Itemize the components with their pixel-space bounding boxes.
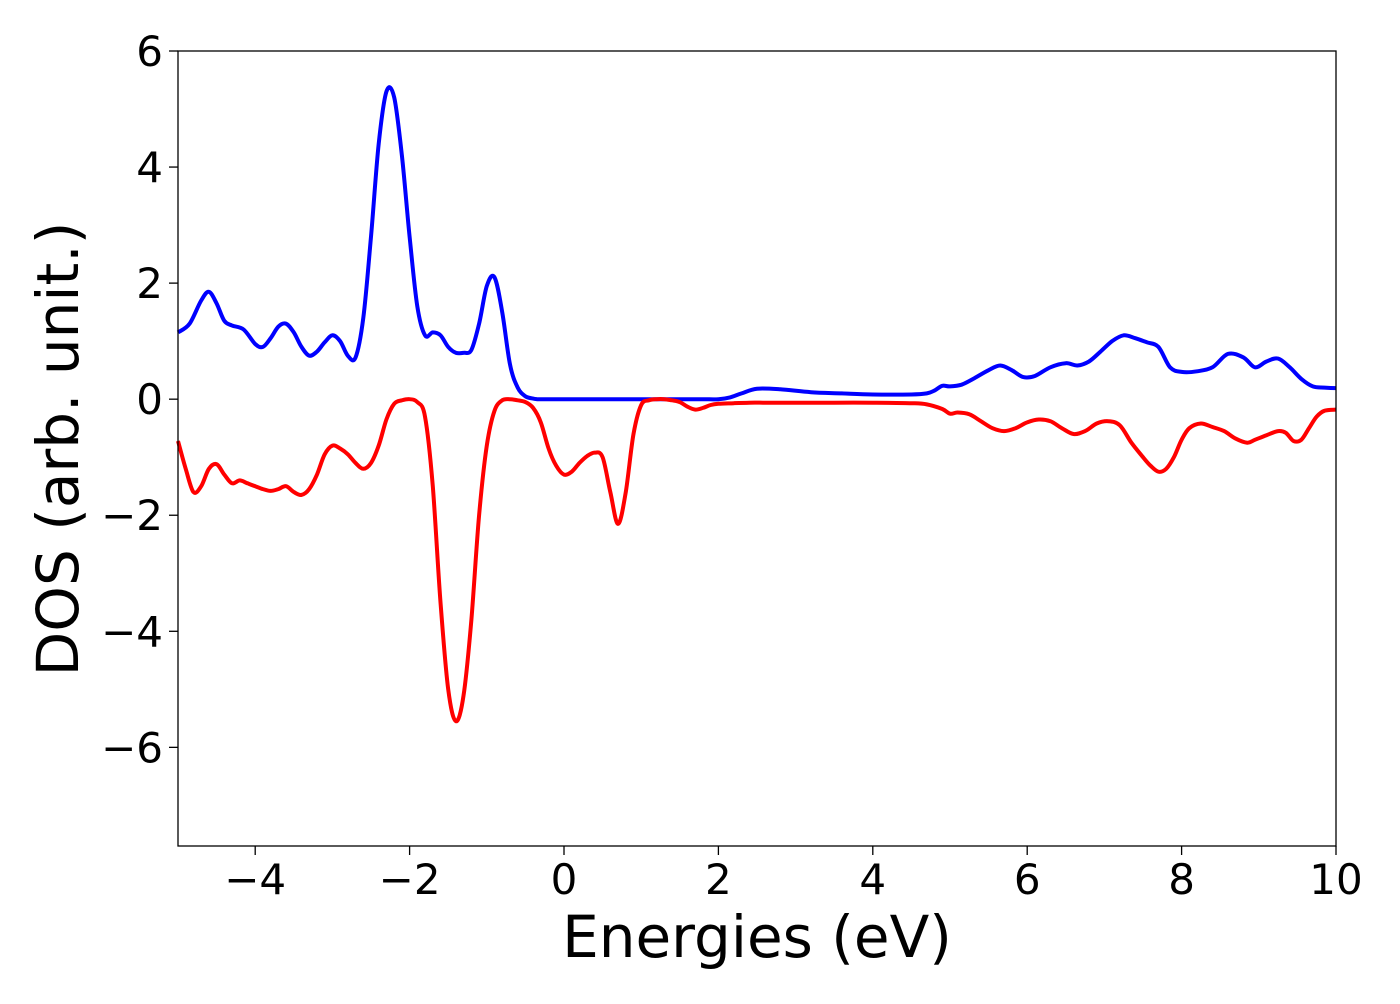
y-tick-label: 2 bbox=[136, 259, 163, 308]
y-axis: 6 4 2 0 −2 −4 −6 bbox=[101, 27, 178, 772]
series-line-2 bbox=[176, 397, 1337, 724]
y-tick-label: −4 bbox=[101, 607, 163, 656]
y-tick-label: −6 bbox=[101, 723, 163, 772]
x-tick-label: 8 bbox=[1168, 855, 1195, 904]
x-tick-label: 2 bbox=[705, 855, 732, 904]
series-line-1 bbox=[176, 85, 1337, 402]
plot-frame bbox=[177, 50, 1337, 847]
x-tick-label: −2 bbox=[379, 855, 441, 904]
x-axis: −4 −2 0 2 4 6 8 10 bbox=[224, 846, 1363, 904]
x-axis-title: Energies (eV) bbox=[562, 903, 952, 971]
plot-series-group bbox=[176, 85, 1337, 724]
x-tick-label: −4 bbox=[224, 855, 286, 904]
y-tick-label: 0 bbox=[136, 375, 163, 424]
y-tick-label: 4 bbox=[136, 143, 163, 192]
x-tick-label: 4 bbox=[859, 855, 886, 904]
y-axis-title: DOS (arb. unit.) bbox=[24, 222, 92, 677]
x-tick-label: 6 bbox=[1014, 855, 1041, 904]
x-tick-label: 0 bbox=[551, 855, 578, 904]
x-tick-label: 10 bbox=[1309, 855, 1362, 904]
y-tick-label: 6 bbox=[136, 27, 163, 76]
y-tick-label: −2 bbox=[101, 491, 163, 540]
